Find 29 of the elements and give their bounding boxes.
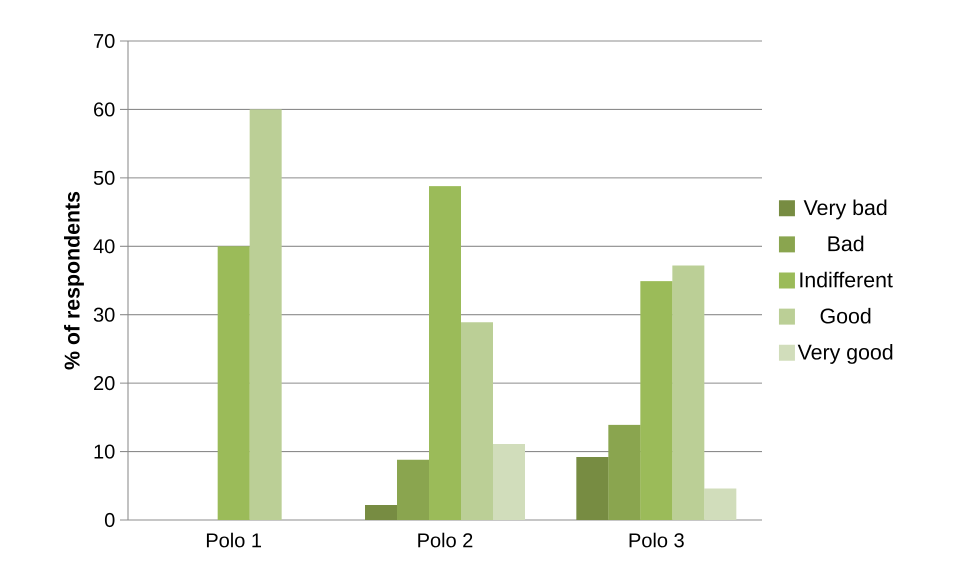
legend-label: Indifferent (800, 272, 893, 288)
bar (672, 265, 704, 520)
bar (493, 444, 526, 520)
y-tick-label: 0 (104, 512, 114, 528)
x-tick-label: Polo 3 (630, 532, 684, 548)
legend-label: Bad (828, 236, 864, 252)
legend-label: Good (820, 308, 870, 324)
bar (429, 186, 462, 520)
bar (218, 246, 250, 520)
bar (640, 281, 672, 520)
legend-label: Very good (798, 344, 892, 364)
y-tick-label: 20 (94, 376, 114, 390)
y-axis-title: % of respondents (64, 192, 84, 370)
y-tick-label: 30 (94, 308, 114, 322)
x-tick-label: Polo 1 (206, 532, 262, 548)
bar (461, 322, 494, 520)
y-tick-label: 50 (94, 170, 114, 185)
y-tick-label: 10 (94, 444, 114, 459)
y-tick-label: 70 (94, 34, 114, 48)
bar (704, 488, 736, 520)
bar (397, 460, 430, 520)
bar (608, 424, 640, 520)
y-tick-label: 40 (94, 239, 114, 254)
bar (576, 457, 608, 520)
bar (250, 109, 282, 520)
bar (365, 504, 398, 520)
x-tick-label: Polo 2 (418, 532, 472, 548)
y-tick-label: 60 (94, 102, 114, 116)
legend-label: Very bad (804, 200, 886, 220)
